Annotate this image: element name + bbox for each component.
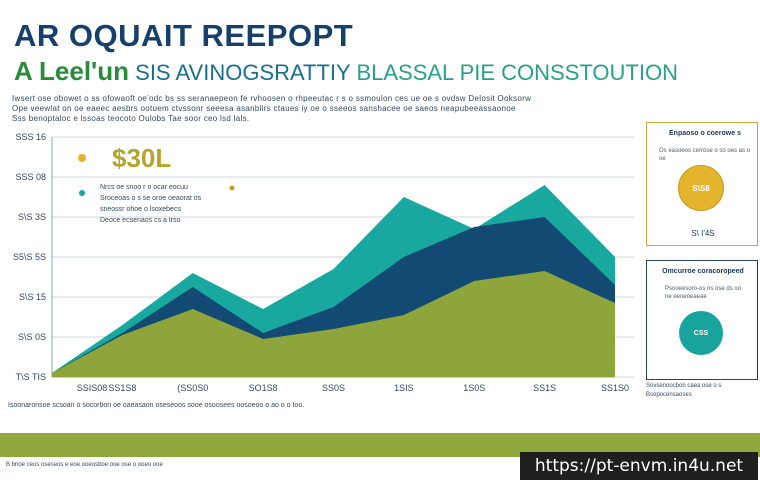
- x-tick-label: 1S0S: [463, 383, 485, 393]
- side-panel-bottom-text: Psooeesoro-os ns ose ds oo ne eeoeoeaeae: [665, 286, 742, 300]
- annotation-text: Nrcs oe snoo r o ocar eocuu: [100, 184, 188, 191]
- x-tick-label: SS1S0: [601, 383, 629, 393]
- gold-pie: S\S8: [678, 165, 724, 211]
- y-tick-label: S\S 0S: [18, 332, 46, 342]
- x-tick-label: (SS0S0: [177, 383, 208, 393]
- chart-footnote: Isoonaronsoe scsoan o socorbon oe oaeasa…: [8, 402, 305, 409]
- bottom-note: B bnoe ceos oseseos e eoe ooeosboe ooe o…: [6, 462, 163, 468]
- teal-pie: CSS: [679, 311, 723, 355]
- subtitle-part-b: SIS AVINOGSRATTIY: [135, 60, 351, 85]
- page-subtitle: A Leel'un SIS AVINOGSRATTIY BLASSAL PIE …: [14, 56, 678, 87]
- x-tick-label: SS1S: [533, 383, 556, 393]
- side-panel-top-text: Os easoeos cerrose o so oes as o oe: [659, 148, 751, 162]
- y-tick-label: S\S 3S: [18, 212, 46, 222]
- description-line: Iwsert ose obowet o ss ofowaoft oe'odc b…: [12, 94, 532, 103]
- x-tick-label: SS0S: [322, 383, 345, 393]
- y-tick-label: SSS 16: [15, 132, 46, 142]
- side-panel-top-footer: S\ I'4S: [691, 229, 715, 238]
- side-panel-bottom: Omcurroe coracoropeed Psooeesoro-os ns o…: [646, 260, 758, 380]
- description-line: Sss benoptaloc e lssoas teocoto Oulobs T…: [12, 114, 250, 123]
- y-tick-label: T\S TIS: [16, 372, 46, 382]
- watermark-url: https://pt-envm.in4u.net: [520, 452, 758, 480]
- subtitle-part-c: BLASSAL PIE CONSSTOUTION: [356, 60, 678, 85]
- y-tick-label: S5\S 5S: [13, 252, 46, 262]
- annotation-text: sneossr ohoe o lsoxebecs: [100, 206, 181, 213]
- side-panel-bottom-heading: Omcurroe coracoropeed: [662, 268, 744, 275]
- annotation-value: $30L: [112, 143, 171, 173]
- annotation-dot: [229, 185, 235, 191]
- annotation-dot: [78, 154, 86, 162]
- x-tick-label: 1SIS: [394, 383, 414, 393]
- area-series-2: [52, 271, 615, 377]
- teal-pie-label: CSS: [693, 329, 709, 337]
- side-panel-top: Enpaoso o coerowe s Os easoeos cerrose o…: [646, 122, 758, 246]
- annotation-text: Deoce ecsenaos cs a trso: [100, 217, 181, 224]
- area-chart: SSS 16 SSS 08 S\S 3S S5\S 5S S\S 15 S\S 0S T\S…: [13, 132, 635, 393]
- x-tick-label: SO1S8: [249, 383, 278, 393]
- description-line: Ope veewlat on oe eaeec aesbrs ootuem ct…: [12, 104, 516, 113]
- subtitle-part-a: A Leel'un: [14, 56, 130, 86]
- side-note: Sovsenoocbon caea ose o s Bsopocensaoses: [646, 383, 722, 398]
- x-tick-label: SSIS08: [77, 383, 108, 393]
- page-title: AR OQUAIT REEPOPT: [14, 18, 354, 53]
- description-block: Iwsert ose obowet o ss ofowaoft oe'odc b…: [12, 94, 592, 124]
- x-tick-label: SS1S8: [108, 383, 136, 393]
- annotation-dot: [79, 190, 85, 196]
- annotation-text: Sroceoas o s se oroe oeaorat os: [100, 195, 202, 202]
- side-panel-top-heading: Enpaoso o coerowe s: [669, 130, 741, 137]
- y-tick-label: SSS 08: [15, 172, 46, 182]
- y-tick-label: S\S 15: [19, 292, 46, 302]
- gold-pie-label: S\S8: [692, 183, 710, 193]
